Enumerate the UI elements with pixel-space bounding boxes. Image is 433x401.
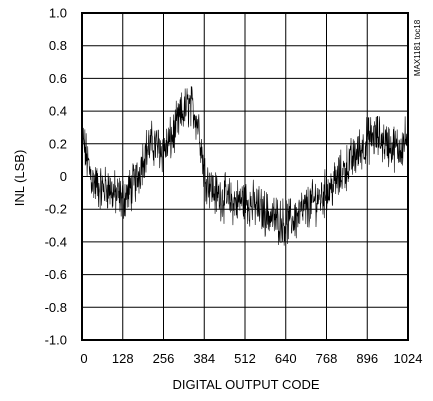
y-tick-label: 0.2 bbox=[49, 136, 67, 151]
x-tick-labels: 0 128 256 384 512 640 768 896 1024 bbox=[80, 351, 422, 366]
y-tick-label: 0.6 bbox=[49, 71, 67, 86]
x-tick-label: 128 bbox=[112, 351, 134, 366]
y-tick-label: 0.4 bbox=[49, 104, 67, 119]
y-tick-label: -0.2 bbox=[45, 202, 67, 217]
x-tick-label: 256 bbox=[153, 351, 175, 366]
x-tick-label: 896 bbox=[356, 351, 378, 366]
y-tick-label: 1.0 bbox=[49, 6, 67, 21]
x-tick-label: 512 bbox=[234, 351, 256, 366]
y-tick-label: 0 bbox=[60, 169, 67, 184]
y-tick-label: -1.0 bbox=[45, 333, 67, 348]
y-tick-label: 0.8 bbox=[49, 38, 67, 53]
plot-frame bbox=[81, 12, 409, 341]
grid bbox=[81, 12, 409, 341]
figure-id-label: MAX1181 toc18 bbox=[413, 19, 422, 76]
x-tick-label: 384 bbox=[193, 351, 215, 366]
x-tick-label: 768 bbox=[316, 351, 338, 366]
x-tick-label: 0 bbox=[80, 351, 87, 366]
x-tick-label: 640 bbox=[275, 351, 297, 366]
series-layer bbox=[81, 86, 409, 246]
y-tick-label: -0.6 bbox=[45, 267, 67, 282]
x-tick-label: 1024 bbox=[394, 351, 423, 366]
y-tick-label: -0.4 bbox=[45, 234, 67, 249]
x-axis-label: DIGITAL OUTPUT CODE bbox=[172, 377, 319, 392]
y-tick-label: -0.8 bbox=[45, 300, 67, 315]
inl-series-line bbox=[81, 86, 409, 246]
y-axis-label: INL (LSB) bbox=[12, 150, 27, 207]
y-tick-labels: -1.0 -0.8 -0.6 -0.4 -0.2 0 0.2 0.4 0.6 0.8 1.0 bbox=[45, 6, 67, 348]
